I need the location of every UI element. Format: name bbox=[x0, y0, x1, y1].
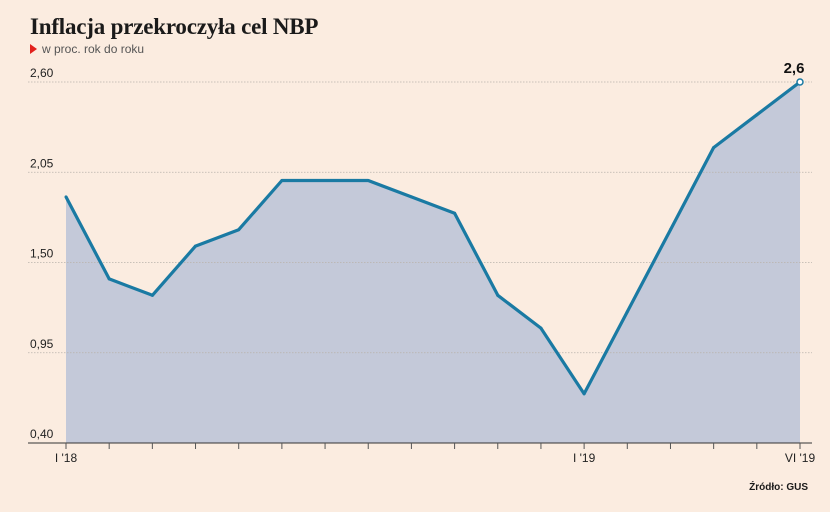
data-point bbox=[453, 211, 457, 215]
data-point bbox=[150, 293, 154, 297]
x-tick-label: I '18 bbox=[55, 451, 78, 465]
data-point bbox=[496, 293, 500, 297]
y-tick-label: 0,95 bbox=[30, 337, 54, 351]
data-point bbox=[582, 392, 586, 396]
data-point bbox=[64, 195, 68, 199]
x-tick-label: I '19 bbox=[573, 451, 596, 465]
series-line bbox=[64, 80, 801, 396]
data-point bbox=[323, 178, 327, 182]
y-tick-label: 1,50 bbox=[30, 247, 54, 261]
y-tick-label: 2,05 bbox=[30, 156, 54, 170]
end-marker bbox=[796, 78, 804, 86]
chart-subtitle: w proc. rok do roku bbox=[30, 42, 144, 56]
triangle-bullet-icon bbox=[30, 44, 37, 54]
data-point bbox=[280, 178, 284, 182]
data-point bbox=[237, 228, 241, 232]
data-point bbox=[668, 228, 672, 232]
y-tick-label: 2,60 bbox=[30, 66, 54, 80]
data-point bbox=[755, 113, 759, 117]
data-point bbox=[366, 178, 370, 182]
data-point bbox=[194, 244, 198, 248]
x-tick-label: VI '19 bbox=[785, 451, 816, 465]
data-point bbox=[107, 277, 111, 281]
data-point bbox=[409, 195, 413, 199]
y-tick-label: 0,40 bbox=[30, 427, 54, 441]
subtitle-text: w proc. rok do roku bbox=[42, 42, 145, 56]
data-point bbox=[539, 326, 543, 330]
data-point bbox=[712, 146, 716, 150]
source-note: Źródło: GUS bbox=[749, 482, 808, 493]
data-point bbox=[625, 310, 629, 314]
end-value-label: 2,6 bbox=[784, 60, 805, 77]
chart-title: Inflacja przekroczyła cel NBP bbox=[30, 14, 319, 39]
